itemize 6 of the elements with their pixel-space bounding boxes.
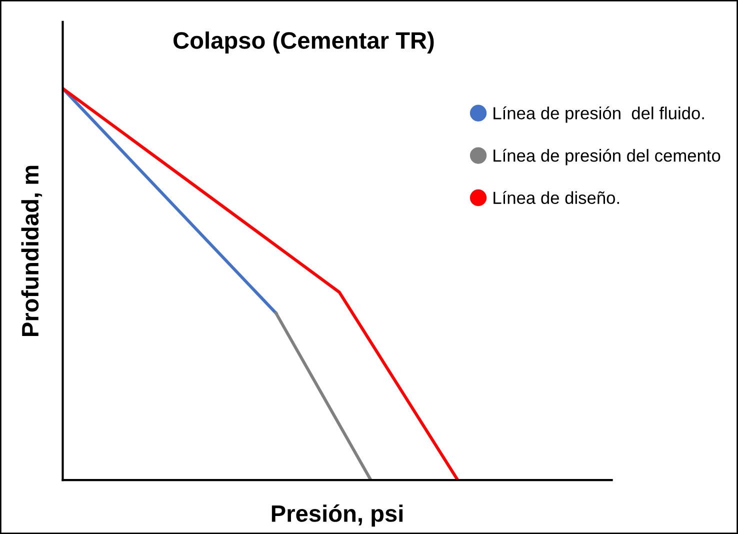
x-axis-title: Presión, psi bbox=[272, 504, 403, 527]
chart-title: Colapso (Cementar TR) bbox=[174, 32, 434, 54]
y-axis-title: Profundidad, m bbox=[21, 166, 42, 336]
legend-label: Línea de diseño. bbox=[494, 191, 619, 204]
legend-label: Línea de presión del cemento bbox=[494, 148, 720, 166]
legend-label: Línea de presión del fluido. bbox=[494, 106, 704, 123]
